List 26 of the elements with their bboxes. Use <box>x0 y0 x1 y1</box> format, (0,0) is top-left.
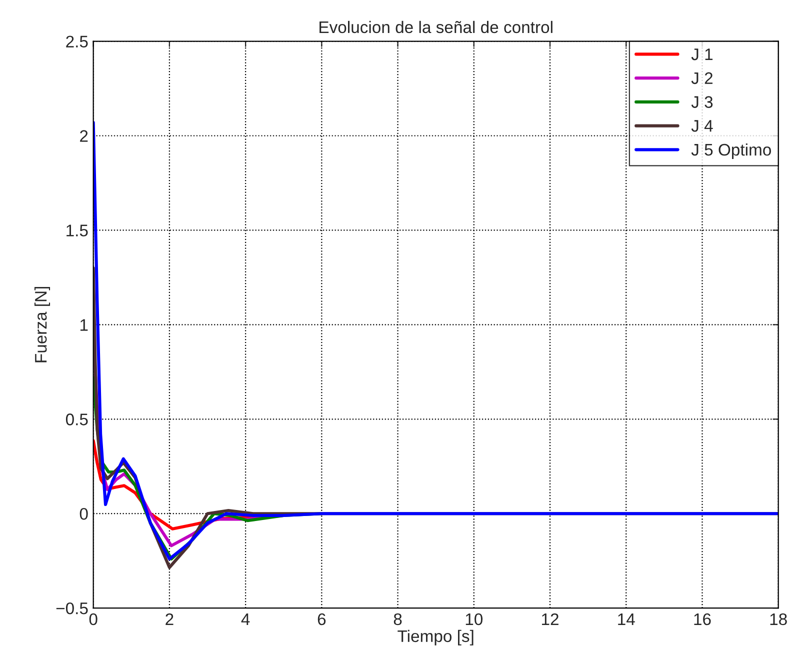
x-tick-label: 0 <box>89 613 98 626</box>
y-tick-label: 0 <box>80 508 88 520</box>
y-tick-label: −0.5 <box>56 602 88 614</box>
x-tick-label: 16 <box>694 613 711 626</box>
legend-label: J 5 Optimo <box>691 143 771 159</box>
legend-label: J 3 <box>691 96 713 108</box>
x-tick-label: 6 <box>318 613 326 626</box>
x-tick-label: 2 <box>166 613 174 625</box>
x-tick-label: 4 <box>241 614 250 625</box>
legend-label: J 2 <box>691 72 712 84</box>
x-tick-label: 18 <box>770 613 787 626</box>
y-tick-label: 1 <box>80 319 88 331</box>
x-tick-label: 8 <box>394 613 402 626</box>
legend-label: J 4 <box>691 120 713 132</box>
y-tick-label: 2 <box>80 130 88 142</box>
x-tick-label: 14 <box>618 614 635 625</box>
chart-title: Evolucion de la señal de control <box>320 20 552 34</box>
x-tick-label: 12 <box>542 613 558 625</box>
y-axis-title: Fuerza [N] <box>34 286 50 362</box>
y-tick-label: 2.5 <box>66 36 88 48</box>
y-tick-label: 0.5 <box>66 414 88 426</box>
y-tick-label: 1.5 <box>66 224 88 236</box>
line-series <box>93 121 778 560</box>
legend-label: J 1 <box>691 48 713 60</box>
x-tick-label: 10 <box>466 613 483 626</box>
x-axis-title: Tiempo [s] <box>398 630 474 646</box>
